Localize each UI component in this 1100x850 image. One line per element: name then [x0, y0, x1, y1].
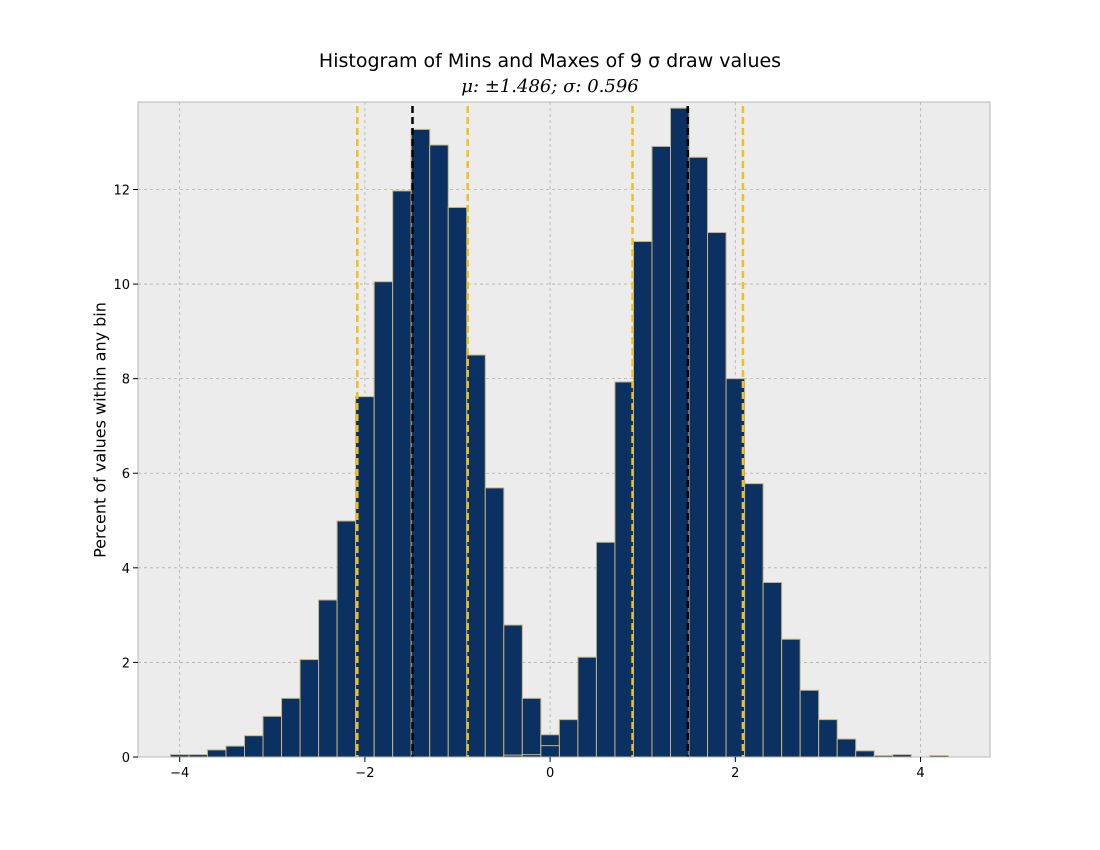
- histogram-bar: [688, 156, 709, 758]
- x-tick-label: 4: [916, 766, 924, 781]
- y-tick-label: 12: [113, 183, 130, 198]
- histogram-bar: [336, 520, 357, 758]
- histogram-bar: [632, 241, 653, 758]
- histogram-bar: [762, 581, 783, 758]
- histogram-bar-overlay: [540, 745, 560, 758]
- histogram-bar: [225, 745, 245, 758]
- y-tick-label: 2: [122, 656, 130, 671]
- chart-subtitle: μ: ±1.486; σ: 0.596: [461, 76, 639, 97]
- x-tick-label: −2: [355, 766, 374, 781]
- chart-title: Histogram of Mins and Maxes of 9 σ draw …: [318, 50, 782, 72]
- y-tick-label: 8: [122, 373, 130, 388]
- histogram-bar: [281, 697, 301, 758]
- y-tick-label: 0: [122, 751, 130, 766]
- histogram-bar: [799, 689, 820, 758]
- axes-frame: [137, 101, 991, 758]
- histogram-bar: [818, 719, 838, 758]
- histogram-bar: [577, 656, 597, 758]
- histogram-bar: [836, 738, 857, 758]
- histogram-bar: [503, 624, 523, 758]
- histogram-bar: [484, 487, 505, 758]
- y-tick-label: 4: [122, 562, 130, 577]
- histogram-bar: [447, 206, 468, 758]
- histogram-bar: [521, 697, 542, 758]
- histogram-bar: [244, 735, 264, 758]
- histogram-bar: [206, 749, 227, 758]
- histogram-bar: [410, 128, 431, 758]
- histogram-bar: [392, 190, 412, 758]
- y-tick-label: 10: [113, 278, 130, 293]
- histogram-bar: [466, 354, 486, 758]
- plot-area: [138, 102, 990, 757]
- histogram-bar: [651, 145, 672, 758]
- histogram-bar: [670, 107, 690, 758]
- x-tick-label: 0: [546, 766, 554, 781]
- histogram-bar: [781, 638, 801, 758]
- histogram-bar: [373, 281, 394, 758]
- histogram-bar: [558, 719, 579, 758]
- histogram-bar: [707, 232, 727, 758]
- histogram-bar: [262, 715, 283, 758]
- histogram-bar: [614, 381, 634, 758]
- x-tick-label: −4: [170, 766, 189, 781]
- histogram-bar: [855, 750, 875, 758]
- x-tick-label: 2: [731, 766, 739, 781]
- y-tick-label: 6: [122, 467, 130, 482]
- histogram-bar: [744, 483, 764, 758]
- histogram-bar: [318, 599, 338, 758]
- histogram-bar: [299, 659, 320, 758]
- histogram-bar: [429, 144, 449, 758]
- histogram-bar: [595, 541, 616, 758]
